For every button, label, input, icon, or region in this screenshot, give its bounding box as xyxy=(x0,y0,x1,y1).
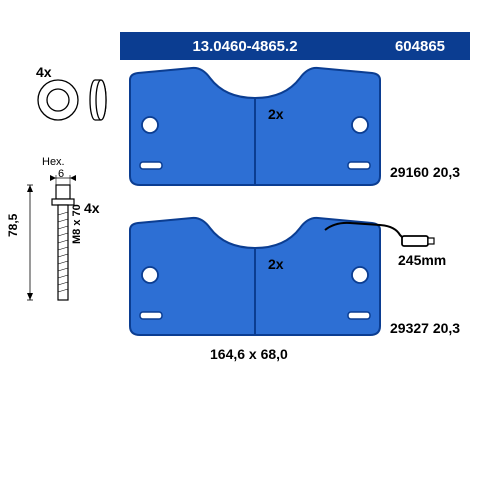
wire-length: 245mm xyxy=(398,252,446,268)
bolt-qty: 4x xyxy=(84,200,100,216)
bolt-thread: M8 x 70 xyxy=(71,204,83,244)
bolt-icon xyxy=(27,175,76,300)
brake-pad-top xyxy=(130,68,380,185)
bolt-height: 78,5 xyxy=(6,214,20,237)
pad-top-qty: 2x xyxy=(268,106,284,122)
pad-top-code: 29160 20,3 xyxy=(390,164,460,180)
pad-bottom-code: 29327 20,3 xyxy=(390,320,460,336)
diagram-svg xyxy=(0,0,500,500)
hex-label: Hex. xyxy=(42,156,65,168)
ring-icon xyxy=(38,80,106,120)
pad-bottom-qty: 2x xyxy=(268,256,284,272)
hex-val: 6 xyxy=(58,168,64,180)
brake-pad-bottom xyxy=(130,218,434,335)
ring-qty: 4x xyxy=(36,64,52,80)
dimensions: 164,6 x 68,0 xyxy=(210,346,288,362)
